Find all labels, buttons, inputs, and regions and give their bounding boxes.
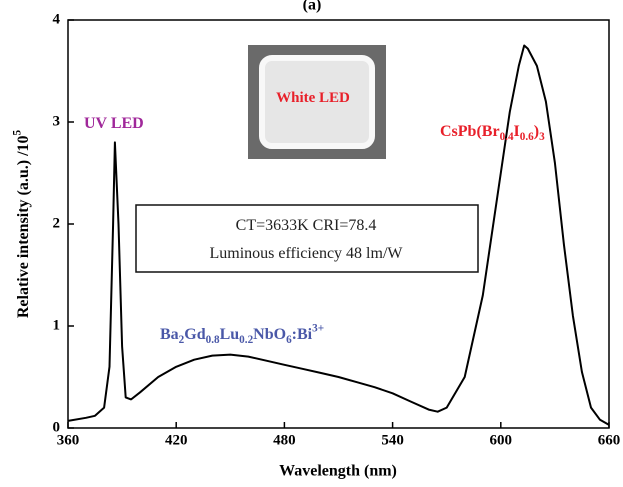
y-axis-title: Relative intensity (a.u.) /105	[11, 129, 32, 318]
annotation-part: Relative intensity (a.u.) /10	[15, 135, 32, 318]
x-tick-label: 360	[57, 432, 80, 448]
annotation-part: 0.8	[206, 333, 220, 345]
annotation: CT=3633K CRI=78.4	[236, 217, 377, 234]
x-tick-label: 540	[381, 432, 404, 448]
annotation-part: 3+	[312, 322, 324, 334]
annotation-part: Ba	[160, 326, 179, 343]
annotation-part: 0.4	[500, 130, 514, 142]
annotation-part: 0.6	[520, 130, 534, 142]
annotation-part: CsPb(Br	[440, 123, 500, 140]
chart: (a) Wavelength (nm) 360 420 480 540 600 660 0 1…	[0, 0, 623, 487]
annotation: White LED	[276, 90, 350, 106]
y-tick-label: 4	[53, 11, 61, 27]
info-box	[136, 205, 478, 272]
y-tick-label: 3	[53, 113, 61, 129]
annotation-part: White LED	[276, 90, 350, 106]
x-tick-label: 660	[598, 432, 621, 448]
annotation-part: Luminous efficiency 48 lm/W	[210, 245, 404, 262]
x-tick-label: 600	[490, 432, 513, 448]
annotation-part: NbO	[253, 326, 286, 343]
y-tick-label: 0	[53, 419, 61, 435]
annotation: UV LED	[84, 115, 144, 132]
annotation-part: Lu	[220, 326, 240, 343]
annotation: CsPb(Br0.4I0.6)3	[440, 123, 545, 143]
y-tick-label: 1	[53, 317, 61, 333]
annotation: Luminous efficiency 48 lm/W	[210, 245, 404, 262]
y-tick-label: 2	[53, 215, 61, 231]
annotation-part: 5	[11, 129, 23, 135]
x-tick-label: 420	[165, 432, 188, 448]
annotation-part: CT=3633K CRI=78.4	[236, 217, 377, 234]
annotation-part: :Bi	[292, 326, 313, 343]
annotation: Ba2Gd0.8Lu0.2NbO6:Bi3+	[160, 322, 324, 345]
x-tick-label: 480	[273, 432, 296, 448]
x-axis-title: Wavelength (nm)	[279, 463, 397, 480]
annotation-part: 3	[539, 130, 545, 142]
annotation-part: UV LED	[84, 115, 144, 132]
chart-title: (a)	[303, 0, 322, 14]
annotation-part: 0.2	[239, 333, 253, 345]
annotation-part: Gd	[184, 326, 205, 343]
